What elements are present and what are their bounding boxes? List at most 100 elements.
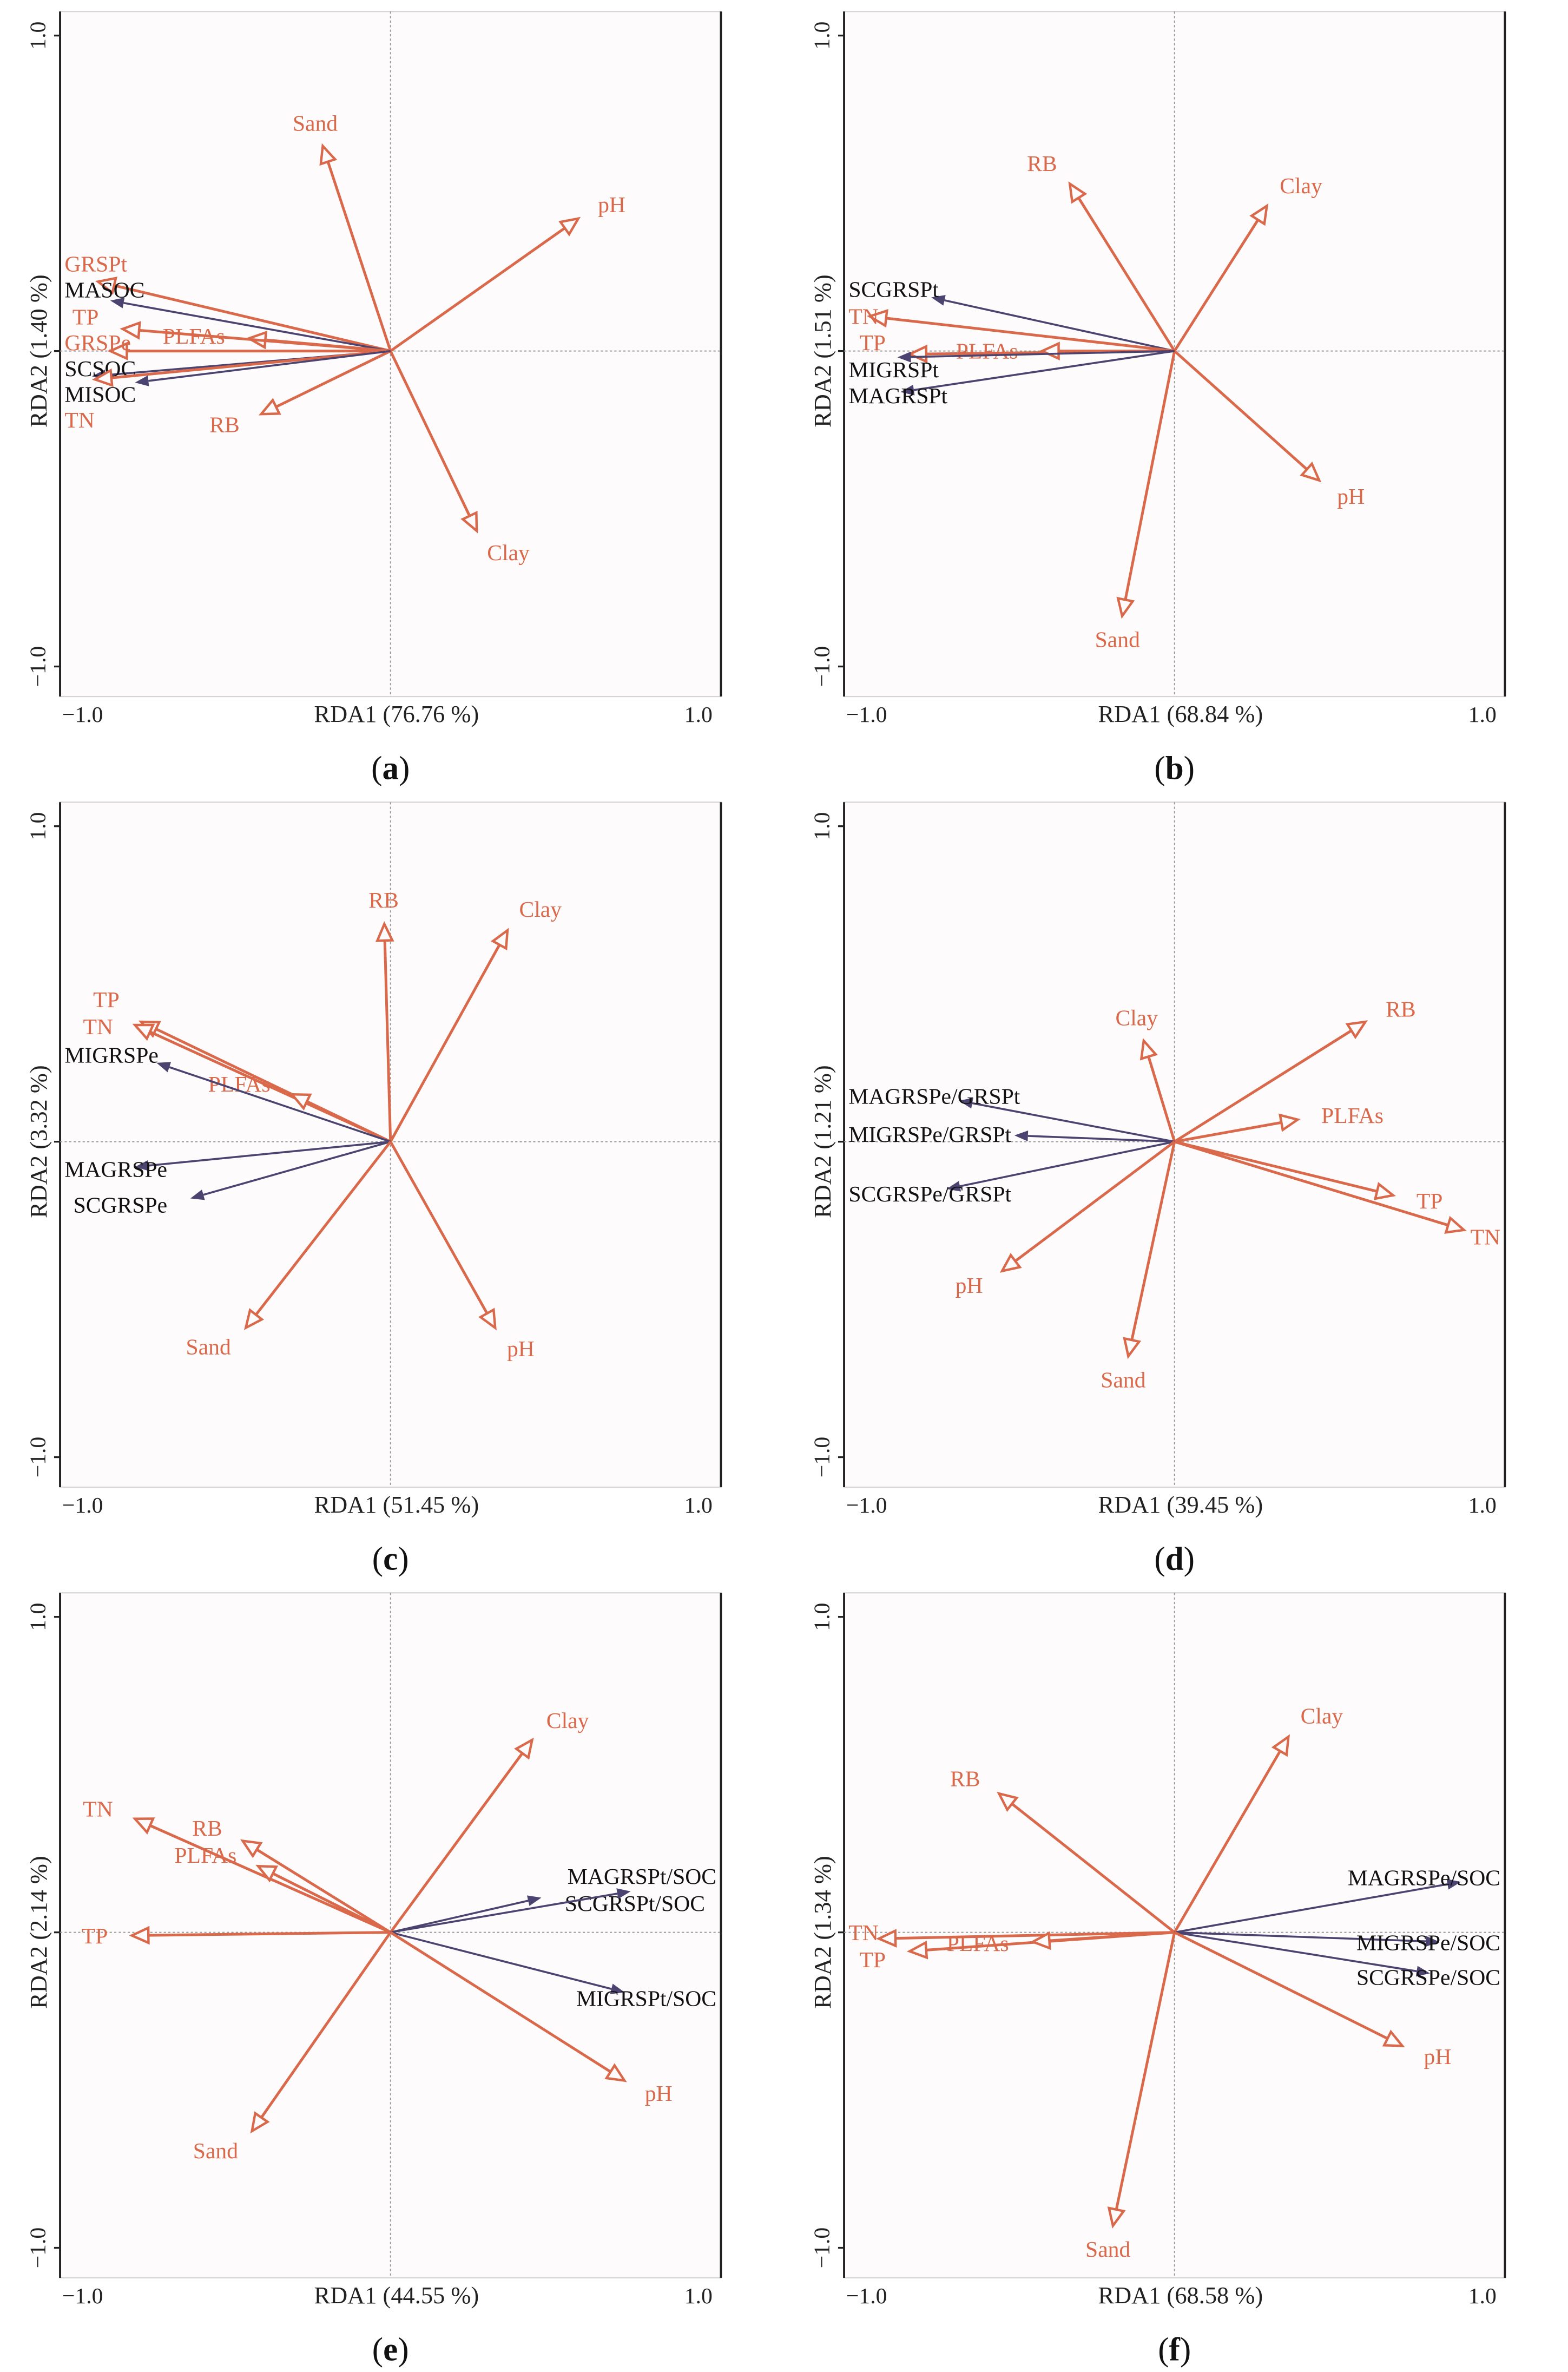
vector-shaft: [1014, 1140, 1176, 1263]
vector-label: Sand: [186, 1335, 231, 1359]
y-tick-label: 1.0: [25, 1603, 50, 1631]
vector-shaft: [944, 299, 1175, 352]
x-tick-label: −1.0: [62, 2284, 103, 2309]
vector-label: RB: [192, 1816, 222, 1841]
vector-scgrspt: SCGRSPt: [848, 278, 1175, 352]
vector-label: RB: [368, 888, 399, 913]
vector-label: GRSPt: [64, 252, 127, 277]
vector-migrspt: MIGRSPt: [848, 350, 1175, 383]
vector-label: Clay: [546, 1709, 589, 1733]
vector-magrspt-soc: MAGRSPt/SOC: [390, 1864, 716, 1934]
rda-panel-b: −1.0 1.0 1.0 −1.0 RDA1 (68.84 %) RDA2 (1.51 %…: [784, 0, 1568, 791]
caption-paren: ): [398, 1541, 409, 1578]
vector-scgrspe-grspt: SCGRSPe/GRSPt: [848, 1140, 1175, 1207]
open-arrowhead-icon: [319, 143, 338, 166]
rda-biplot-e: −1.0 1.0 1.0 −1.0 RDA1 (44.55 %) RDA2 (2.14 %…: [25, 1592, 722, 2368]
open-arrowhead-icon: [1279, 1113, 1301, 1132]
caption-letter: c: [383, 1541, 398, 1578]
x-tick-label: 1.0: [684, 702, 713, 727]
vector-label: PLFAs: [1321, 1103, 1383, 1128]
open-arrowhead-icon: [1444, 1215, 1467, 1234]
rda-panel-f: −1.0 1.0 1.0 −1.0 RDA1 (68.58 %) RDA2 (1.34 %…: [784, 1581, 1568, 2372]
vector-shaft: [1174, 1140, 1449, 1227]
x-tick-label: 1.0: [1468, 2284, 1497, 2309]
vector-tn: TN: [848, 1921, 1175, 1948]
vector-masoc: MASOC: [64, 278, 391, 352]
vector-label: MIGRSPe: [64, 1043, 158, 1068]
vector-shaft: [203, 1140, 391, 1196]
vector-clay: Clay: [1115, 1006, 1176, 1142]
vector-label: pH: [956, 1273, 983, 1298]
vector-shaft: [389, 350, 471, 517]
open-arrowhead-icon: [514, 1737, 534, 1760]
filled-arrowhead-icon: [610, 1983, 625, 1994]
open-arrowhead-icon: [558, 216, 581, 236]
vector-shaft: [1174, 1029, 1353, 1143]
vector-shaft: [390, 1931, 611, 2073]
vector-plfas: PLFAs: [174, 1843, 391, 1934]
open-arrowhead-icon: [867, 308, 888, 328]
vector-sand: Sand: [1101, 1141, 1176, 1392]
vector-clay: Clay: [389, 897, 562, 1142]
vector-shaft: [1174, 1931, 1417, 1973]
open-arrowhead-icon: [876, 1929, 897, 1948]
vector-label: TP: [1417, 1189, 1443, 1214]
open-arrowhead-icon: [1345, 1020, 1368, 1040]
x-tick-label: −1.0: [846, 2284, 887, 2309]
vector-label: MAGRSPe/GRSPt: [848, 1084, 1020, 1109]
vector-shaft: [139, 328, 391, 353]
vector-shaft: [1174, 1121, 1282, 1144]
vector-misoc: MISOC: [64, 350, 391, 407]
vector-tn: TN: [64, 350, 391, 433]
open-arrowhead-icon: [95, 277, 117, 295]
caption-paren: (: [372, 2332, 383, 2368]
vector-label: pH: [1337, 484, 1365, 509]
vector-shaft: [169, 1066, 391, 1143]
vector-label: PLFAs: [174, 1843, 236, 1868]
vector-magrspe: MAGRSPe: [64, 1140, 391, 1182]
x-axis-label: RDA1 (39.45 %): [1098, 1491, 1263, 1518]
vector-shaft: [886, 317, 1175, 353]
vector-magrspt: MAGRSPt: [848, 350, 1175, 409]
vector-label: pH: [598, 193, 625, 218]
vector-grspt: GRSPt: [64, 252, 391, 353]
vector-shaft: [1174, 1931, 1426, 1943]
open-arrowhead-icon: [250, 2111, 270, 2134]
x-axis-label: RDA1 (51.45 %): [314, 1491, 479, 1518]
y-tick-label: 1.0: [25, 812, 50, 840]
open-arrowhead-icon: [132, 1817, 155, 1835]
vector-rb: RB: [209, 350, 391, 438]
rda-biplot-c: −1.0 1.0 1.0 −1.0 RDA1 (51.45 %) RDA2 (3.32 %…: [25, 801, 722, 1578]
open-arrowhead-icon: [132, 1023, 155, 1041]
vector-tp: TP: [82, 1924, 391, 1949]
caption-paren: ): [1180, 2332, 1191, 2368]
vector-tn: TN: [1174, 1140, 1501, 1250]
rda-biplot-b: −1.0 1.0 1.0 −1.0 RDA1 (68.84 %) RDA2 (1.51 %…: [809, 11, 1506, 787]
vector-shaft: [1147, 1056, 1176, 1142]
open-arrowhead-icon: [1382, 2029, 1405, 2047]
vector-label: TN: [1471, 1225, 1501, 1250]
vector-sand: Sand: [1085, 1932, 1176, 2262]
caption-paren: ): [1184, 1541, 1195, 1578]
vector-clay: Clay: [1173, 1704, 1343, 1933]
vector-label: Clay: [487, 541, 530, 566]
vector-label: Sand: [1101, 1368, 1145, 1392]
vector-shaft: [1174, 1883, 1448, 1934]
filled-arrowhead-icon: [1446, 1878, 1461, 1890]
vector-shaft: [306, 1100, 391, 1143]
vector-shaft: [1011, 1803, 1176, 1934]
caption-paren: (: [1158, 2332, 1169, 2368]
panel-caption: (d): [1154, 1541, 1195, 1578]
vector-ph: pH: [390, 193, 625, 352]
caption-letter: d: [1165, 1541, 1184, 1578]
vector-label: RB: [1386, 997, 1416, 1022]
caption-paren: (: [1154, 751, 1165, 787]
vector-ph: pH: [390, 1931, 673, 2106]
vector-shaft: [389, 1752, 524, 1934]
vector-label: TP: [82, 1924, 108, 1949]
vector-rb: RB: [192, 1816, 392, 1934]
vector-shaft: [148, 1140, 391, 1167]
caption-paren: ): [398, 2332, 409, 2368]
vector-magrspe-grspt: MAGRSPe/GRSPt: [848, 1084, 1175, 1143]
